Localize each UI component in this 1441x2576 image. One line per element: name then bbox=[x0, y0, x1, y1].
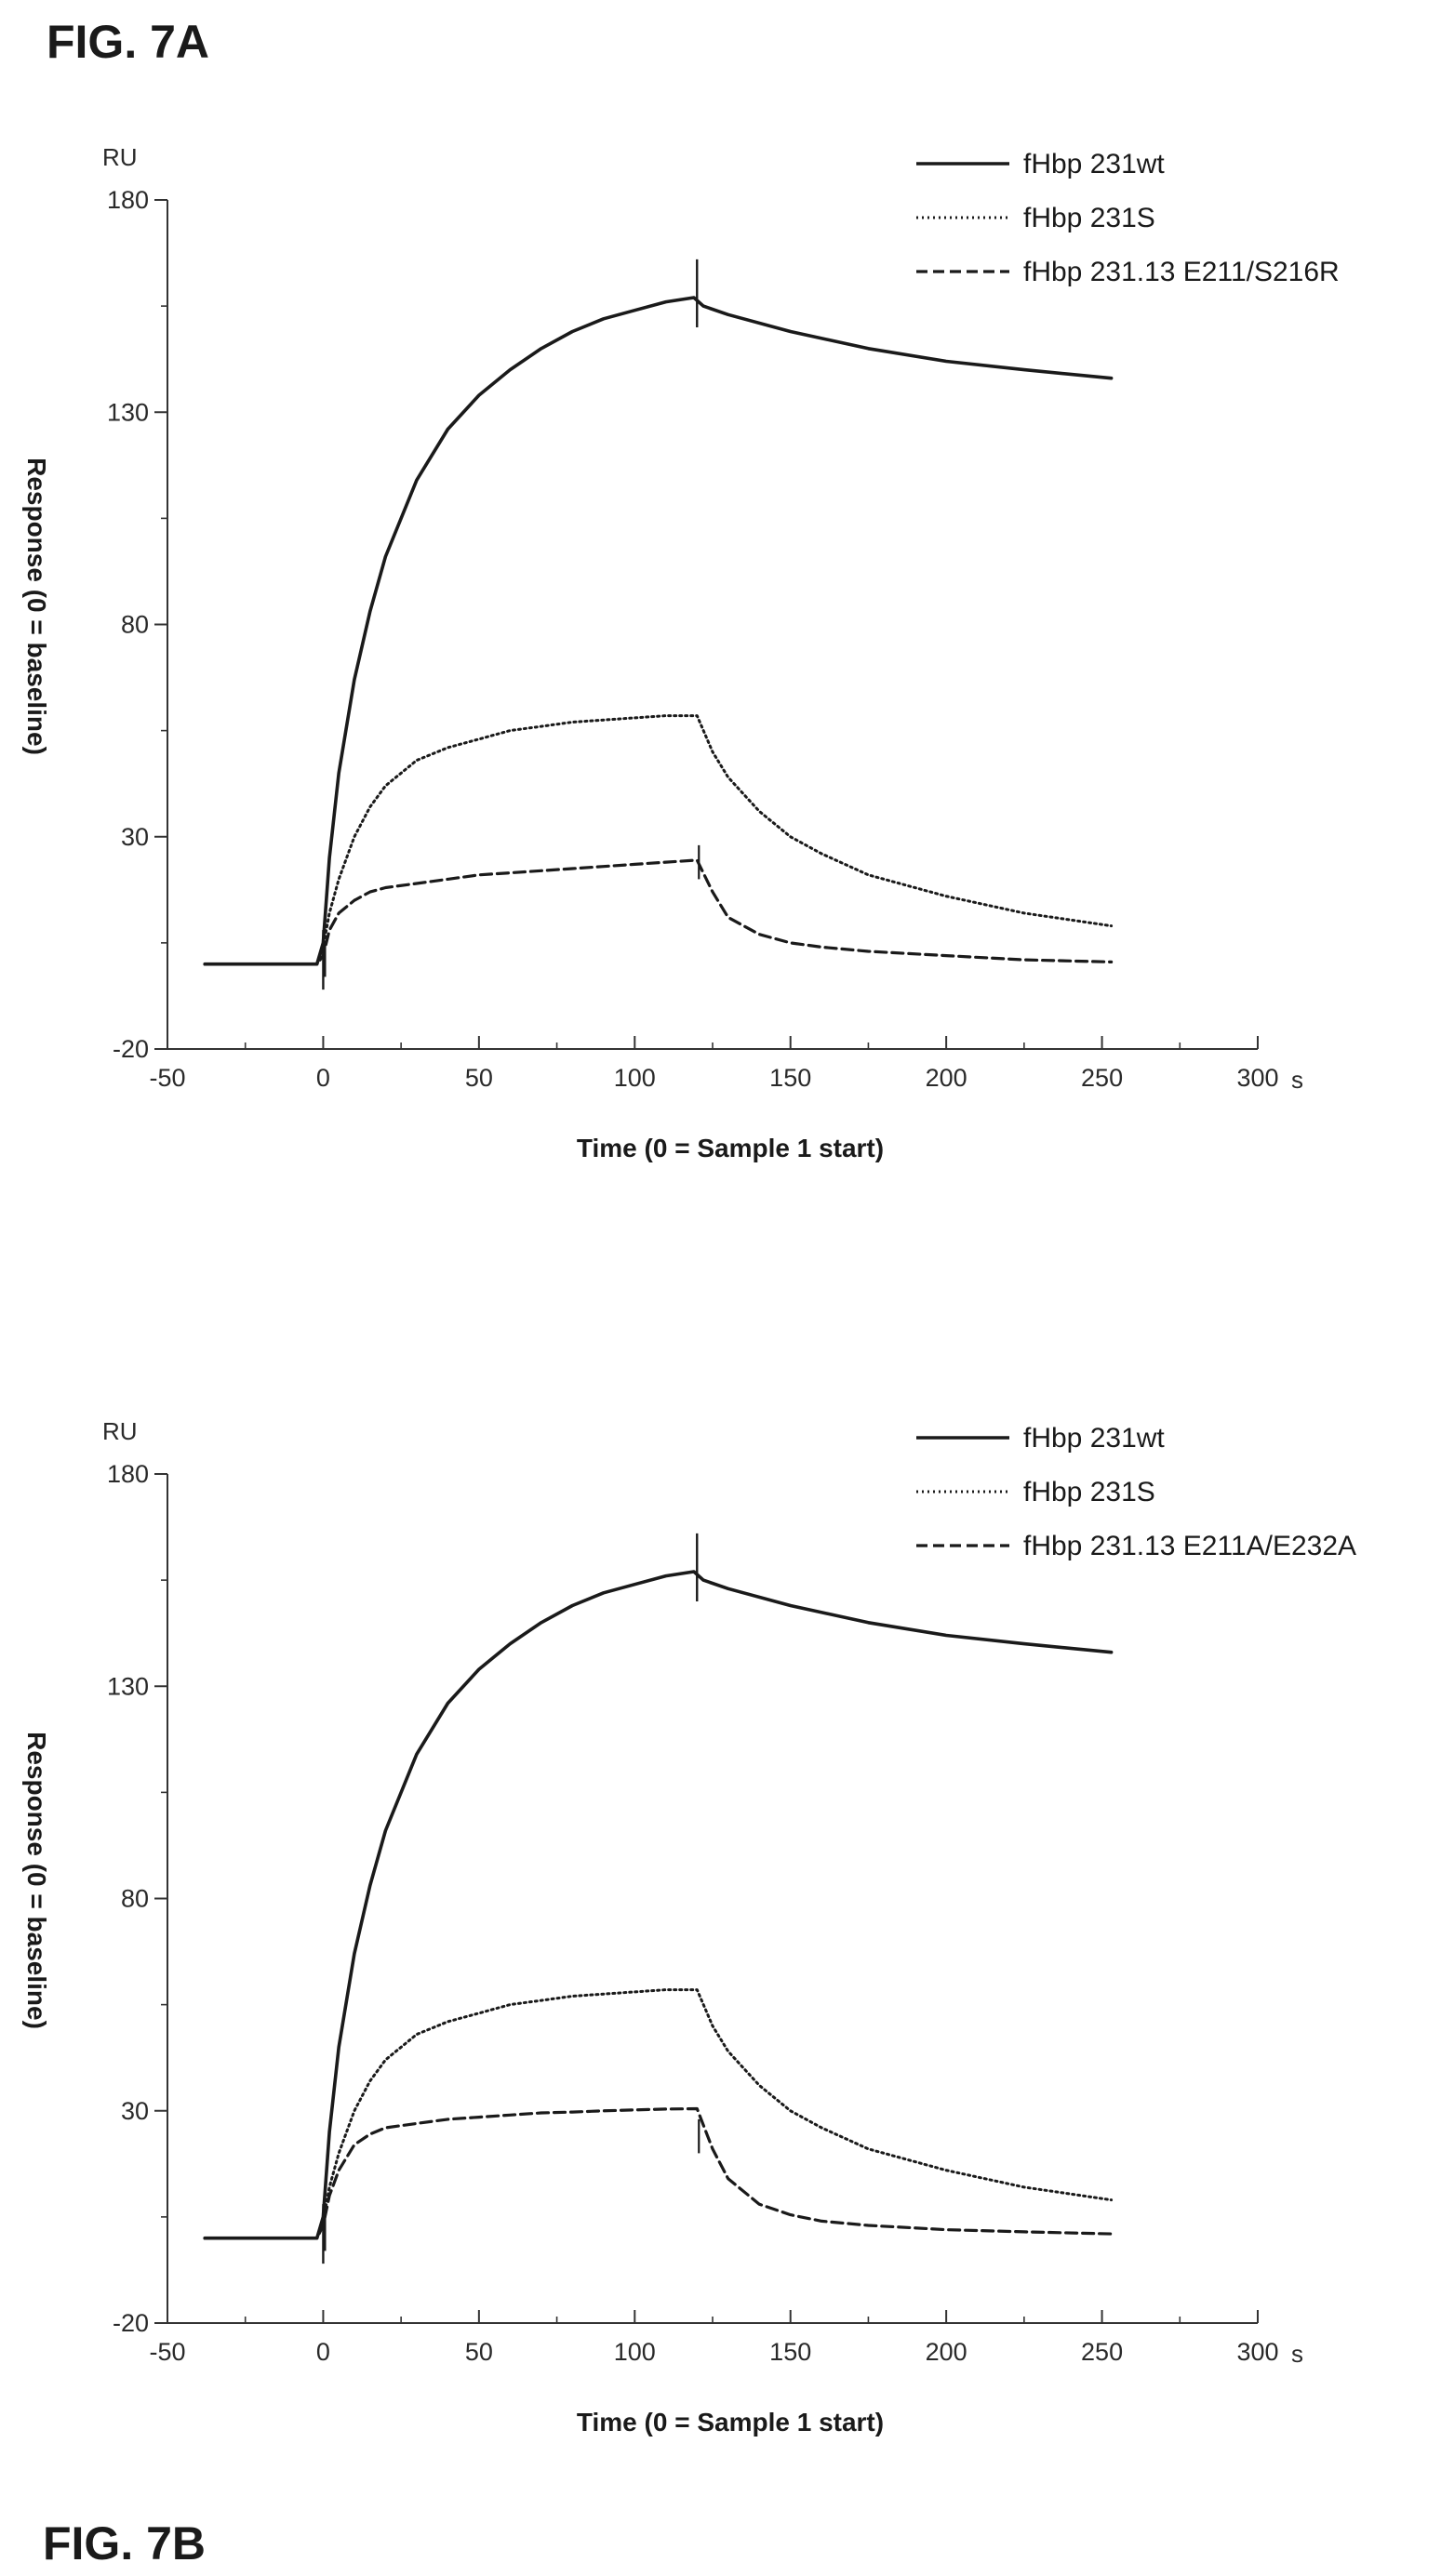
x-tick-label: 100 bbox=[614, 2338, 656, 2366]
legend-label-1: fHbp 231wt bbox=[1023, 1423, 1165, 1454]
x-tick-label: 200 bbox=[926, 1064, 967, 1092]
series-line-2 bbox=[203, 1988, 1114, 2240]
legend-label-3: fHbp 231.13 E211A/E232A bbox=[1023, 1531, 1356, 1561]
y-tick-label: 80 bbox=[121, 1885, 149, 1913]
series-line-1 bbox=[203, 296, 1114, 966]
legend-label-1: fHbp 231wt bbox=[1023, 149, 1165, 179]
series-line-2 bbox=[203, 714, 1114, 966]
chart-fig-7b: -20 30 80 130 180 -50 0 50 100 150 200 250 300 fHbp … bbox=[22, 1417, 1356, 2437]
y-tick-label: -20 bbox=[113, 2309, 149, 2337]
x-tick-label: 50 bbox=[465, 1064, 493, 1092]
y-axis-title: Response (0 = baseline) bbox=[22, 458, 51, 755]
y-unit-label: RU bbox=[102, 143, 138, 171]
x-tick-label: 300 bbox=[1236, 1064, 1278, 1092]
x-tick-label: 200 bbox=[926, 2338, 967, 2366]
series-line-3 bbox=[203, 2106, 1114, 2240]
x-tick-label: 50 bbox=[465, 2338, 493, 2366]
x-tick-label: 0 bbox=[316, 1064, 330, 1092]
x-unit-label: s bbox=[1291, 1066, 1303, 1094]
x-axis-title: Time (0 = Sample 1 start) bbox=[577, 2408, 884, 2437]
x-tick-label: 100 bbox=[614, 1064, 656, 1092]
x-tick-label: 150 bbox=[769, 2338, 811, 2366]
y-tick-label: 130 bbox=[107, 1672, 149, 1700]
x-tick-label: -50 bbox=[149, 1064, 185, 1092]
x-tick-label: 150 bbox=[769, 1064, 811, 1092]
y-tick-label: 30 bbox=[121, 823, 149, 851]
x-tick-label: 250 bbox=[1081, 1064, 1123, 1092]
y-tick-label: -20 bbox=[113, 1035, 149, 1063]
y-tick-label: 180 bbox=[107, 186, 149, 214]
x-unit-label: s bbox=[1291, 2340, 1303, 2368]
y-tick-label: 80 bbox=[121, 611, 149, 639]
x-tick-label: 0 bbox=[316, 2338, 330, 2366]
y-unit-label: RU bbox=[102, 1417, 138, 1445]
y-tick-label: 30 bbox=[121, 2097, 149, 2125]
chart-fig-7a: -20 30 80 130 180 -50 0 50 100 150 200 250 300 fHbp … bbox=[22, 143, 1340, 1162]
series-line-3 bbox=[203, 858, 1114, 966]
series-line-1 bbox=[203, 1570, 1114, 2240]
legend-label-2: fHbp 231S bbox=[1023, 1477, 1155, 1507]
x-tick-label: 250 bbox=[1081, 2338, 1123, 2366]
y-axis-title: Response (0 = baseline) bbox=[22, 1732, 51, 2029]
figure-label-a: FIG. 7A bbox=[47, 16, 210, 68]
legend-label-2: fHbp 231S bbox=[1023, 203, 1155, 233]
x-tick-label: 300 bbox=[1236, 2338, 1278, 2366]
x-axis-title: Time (0 = Sample 1 start) bbox=[577, 1134, 884, 1162]
x-tick-label: -50 bbox=[149, 2338, 185, 2366]
y-tick-label: 180 bbox=[107, 1460, 149, 1488]
y-tick-label: 130 bbox=[107, 398, 149, 426]
legend-label-3: fHbp 231.13 E211/S216R bbox=[1023, 257, 1340, 287]
figure-label-b: FIG. 7B bbox=[43, 2517, 207, 2569]
